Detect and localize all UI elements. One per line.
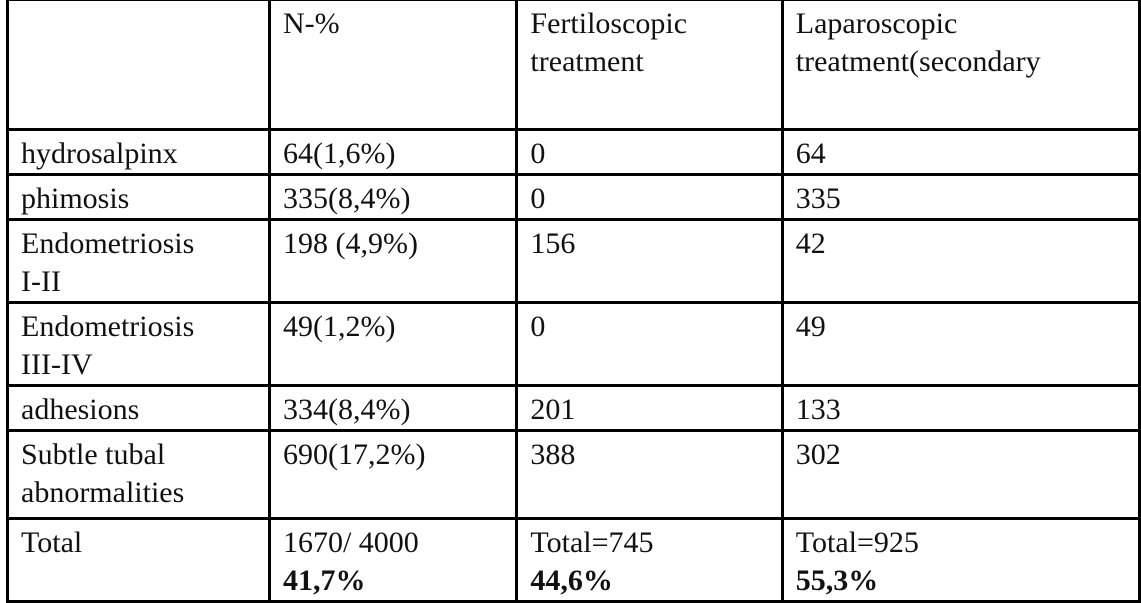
table-row: adhesions 334(8,4%) 201 133 [6,384,1141,432]
cell-line: 42 [795,227,826,260]
cell-line: adhesions [21,393,140,426]
cell-line: treatment(secondary [795,45,1041,78]
cell-line: III-IV [21,348,93,381]
cell-line: 55,3% [795,564,879,597]
cell-line: Endometriosis [21,310,195,343]
table-cell: Total=745 44,6% [515,517,784,603]
header-cell: Laparoscopic treatment(secondary [780,0,1141,131]
cell-line: 335(8,4%) [282,182,411,215]
cell-line: 133 [795,393,841,426]
cell-line: Fertiloscopic [530,7,688,40]
table-cell: 156 [515,218,784,304]
cell-line: 41,7% [282,564,366,597]
table-cell: 0 [515,173,784,221]
table-cell: 49 [780,301,1141,387]
table-cell: 302 [780,429,1141,520]
cell-line: 201 [530,393,576,426]
cell-line: 690(17,2%) [282,438,426,471]
cell-line: Total [21,526,83,559]
cell-line: 302 [795,438,841,471]
cell-line: 334(8,4%) [282,393,411,426]
cell-line: abnormalities [21,476,185,509]
header-row: N-% Fertiloscopic treatment Laparoscopic tre… [6,0,1141,131]
table-cell: 0 [515,128,784,176]
cell-line: I-II [21,265,61,298]
table-cell: 335 [780,173,1141,221]
table-cell: 201 [515,384,784,432]
table-cell: 0 [515,301,784,387]
cell-line: 156 [530,227,576,260]
cell-line: Endometriosis [21,227,195,260]
cell-line: 64(1,6%) [282,137,396,170]
table-cell: 64 [780,128,1141,176]
table-row: Endometriosis I-II 198 (4,9%) 156 42 [6,218,1141,304]
table-cell: 64(1,6%) [267,128,519,176]
table-cell: phimosis [6,173,271,221]
header-cell: N-% [267,0,519,131]
table-cell: Subtle tubal abnormalities [6,429,271,520]
cell-line: 0 [530,137,546,170]
cell-line: treatment [530,45,644,78]
cell-line: 49 [795,310,826,343]
table-row: Subtle tubal abnormalities 690(17,2%) 388 30… [6,429,1141,520]
table-cell: 198 (4,9%) [267,218,519,304]
header-cell [6,0,271,131]
cell-line: phimosis [21,182,130,215]
table-row: hydrosalpinx 64(1,6%) 0 64 [6,128,1141,176]
table-cell: Total [6,517,271,603]
table-cell: 133 [780,384,1141,432]
cell-line: Laparoscopic [795,7,958,40]
cell-line: 49(1,2%) [282,310,396,343]
table-cell: 42 [780,218,1141,304]
table-row: phimosis 335(8,4%) 0 335 [6,173,1141,221]
data-table: N-% Fertiloscopic treatment Laparoscopic tre… [6,0,1141,603]
table-cell: 388 [515,429,784,520]
cell-line: 198 (4,9%) [282,227,418,260]
table-cell: adhesions [6,384,271,432]
cell-line: 388 [530,438,576,471]
cell-line: 0 [530,182,546,215]
table-body: N-% Fertiloscopic treatment Laparoscopic tre… [6,0,1141,603]
cell-line: 64 [795,137,826,170]
cell-line: Total=745 [530,526,654,559]
table-row: Endometriosis III-IV 49(1,2%) 0 49 [6,301,1141,387]
header-cell: Fertiloscopic treatment [515,0,784,131]
table-cell: 1670/ 4000 41,7% [267,517,519,603]
cell-line: Subtle tubal [21,438,166,471]
cell-line: hydrosalpinx [21,137,178,170]
cell-line: 1670/ 4000 [282,526,419,559]
table-cell: 334(8,4%) [267,384,519,432]
cell-line: Total=925 [795,526,919,559]
table-cell: Endometriosis I-II [6,218,271,304]
table-cell: 49(1,2%) [267,301,519,387]
table-cell: hydrosalpinx [6,128,271,176]
cell-line: 335 [795,182,841,215]
cell-line: N-% [282,7,340,40]
cell-line: 44,6% [530,564,613,597]
table-cell: Endometriosis III-IV [6,301,271,387]
table-cell: 335(8,4%) [267,173,519,221]
cell-line: 0 [530,310,546,343]
table-cell: 690(17,2%) [267,429,519,520]
table-cell: Total=925 55,3% [780,517,1141,603]
total-row: Total 1670/ 4000 41,7% Total=745 44,6% Total=… [6,517,1141,603]
